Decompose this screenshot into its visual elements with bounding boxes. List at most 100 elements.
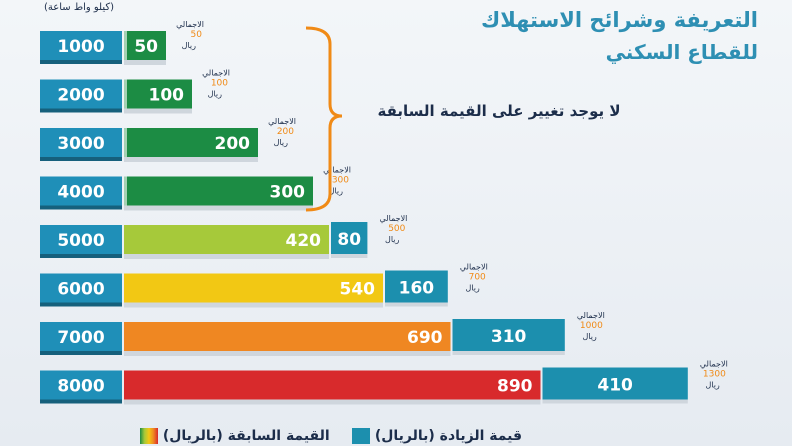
previous-value-label: 50	[134, 37, 158, 57]
total-value: 300	[332, 176, 349, 186]
previous-bar-shadow	[124, 157, 258, 162]
tier-label: 2000	[57, 86, 104, 106]
tier-label: 8000	[57, 377, 104, 397]
previous-bar	[124, 31, 166, 60]
previous-bar	[124, 225, 329, 254]
previous-value-label: 420	[286, 231, 322, 251]
previous-bar-divider	[124, 31, 127, 60]
tier-box	[40, 322, 122, 351]
previous-bar	[124, 79, 192, 109]
previous-bar	[124, 128, 258, 157]
total-label: الاجمالي	[460, 263, 488, 272]
currency-label: ريال	[465, 284, 479, 293]
legend-increase-swatch	[352, 428, 370, 444]
currency-label: ريال	[274, 138, 288, 147]
chart-title-line1: التعريفة وشرائح الاستهلاك	[480, 8, 758, 32]
increase-value-label: 310	[491, 327, 527, 347]
legend-previous: القيمة السابقة (بالريال)	[140, 428, 330, 444]
previous-bar-divider	[124, 128, 127, 157]
tier-box-shadow	[40, 108, 122, 113]
increase-bar	[331, 222, 368, 254]
total-value: 100	[211, 79, 228, 89]
currency-label: ريال	[705, 381, 719, 390]
previous-bar-shadow	[124, 60, 166, 65]
increase-bar-shadow	[385, 302, 448, 307]
previous-bar-shadow	[124, 205, 313, 211]
increase-value-label: 80	[337, 230, 361, 250]
previous-bar	[124, 273, 383, 303]
total-label: الاجمالي	[700, 360, 728, 369]
total-value: 50	[191, 30, 203, 40]
increase-bar-shadow	[542, 399, 688, 404]
no-change-note: لا يوجد تغيير على القيمة السابقة	[377, 102, 621, 120]
tier-box-shadow	[40, 157, 122, 161]
total-label: الاجمالي	[379, 214, 407, 223]
tier-box	[40, 273, 122, 303]
total-value: 700	[469, 273, 486, 283]
tier-label: 5000	[57, 231, 104, 251]
tier-label: 3000	[57, 134, 104, 154]
total-label: الاجمالي	[202, 69, 230, 78]
previous-bar-shadow	[124, 254, 329, 259]
tier-label: 1000	[57, 37, 104, 57]
currency-label: ريال	[329, 187, 343, 196]
increase-bar	[542, 367, 688, 400]
tier-box	[40, 128, 122, 157]
tier-box	[40, 176, 122, 206]
tier-box-shadow	[40, 302, 122, 307]
total-value: 200	[277, 127, 294, 137]
previous-bar-shadow	[124, 108, 192, 114]
increase-bar-shadow	[452, 351, 565, 355]
currency-label: ريال	[208, 90, 222, 99]
tier-label: 4000	[57, 183, 104, 203]
tier-box	[40, 225, 122, 254]
increase-bar	[452, 319, 565, 351]
previous-bar	[124, 322, 451, 351]
currency-label: ريال	[582, 332, 596, 341]
chart-title-line2: للقطاع السكني	[605, 40, 758, 64]
legend-increase-label: قيمة الزيادة (بالريال)	[374, 428, 523, 444]
tier-box	[40, 79, 122, 109]
tier-label: 6000	[57, 280, 104, 300]
previous-bar	[124, 370, 541, 400]
previous-bar-divider	[124, 79, 127, 109]
previous-value-label: 540	[340, 280, 376, 300]
increase-bar	[385, 270, 448, 303]
total-value: 1000	[580, 321, 603, 331]
tier-box-shadow	[40, 399, 122, 404]
tier-box	[40, 370, 122, 400]
previous-bar-shadow	[124, 351, 451, 356]
tier-box-shadow	[40, 254, 122, 258]
currency-label: ريال	[182, 41, 196, 50]
legend-increase: قيمة الزيادة (بالريال)	[352, 428, 522, 444]
tier-box-shadow	[40, 205, 122, 210]
total-label: الاجمالي	[268, 117, 296, 126]
tier-box	[40, 31, 122, 60]
tier-box-shadow	[40, 60, 122, 64]
tier-label: 7000	[57, 328, 104, 348]
previous-value-label: 690	[407, 328, 443, 348]
currency-label: ريال	[385, 235, 399, 244]
previous-bar-shadow	[124, 399, 541, 405]
unit-label: (كيلو واط ساعة)	[44, 2, 115, 13]
increase-bar-shadow	[331, 254, 368, 258]
previous-value-label: 200	[215, 134, 251, 154]
total-label: الاجمالي	[323, 166, 351, 175]
legend-previous-swatch	[140, 428, 158, 444]
increase-value-label: 160	[399, 279, 435, 299]
increase-value-label: 410	[597, 376, 633, 396]
bracket	[305, 26, 343, 212]
previous-value-label: 100	[149, 86, 185, 106]
total-value: 1300	[703, 370, 726, 380]
total-label: الاجمالي	[577, 311, 605, 320]
total-value: 500	[388, 224, 405, 234]
previous-bar-shadow	[124, 302, 383, 308]
previous-value-label: 300	[270, 183, 306, 203]
tier-box-shadow	[40, 351, 122, 355]
total-label: الاجمالي	[176, 20, 204, 29]
previous-value-label: 890	[497, 377, 533, 397]
legend-previous-label: القيمة السابقة (بالريال)	[162, 428, 330, 444]
previous-bar-divider	[124, 176, 127, 206]
previous-bar	[124, 176, 313, 206]
